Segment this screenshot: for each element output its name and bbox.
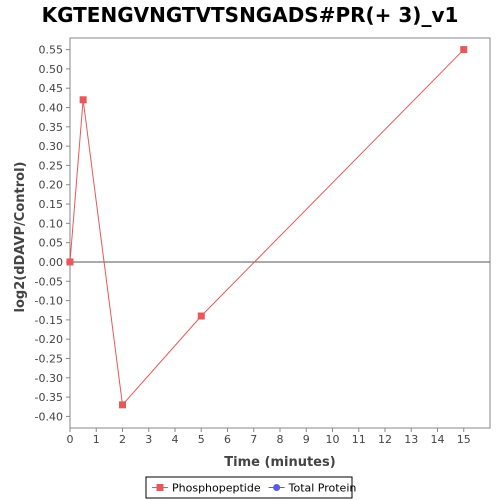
y-tick-label: -0.05 xyxy=(35,275,63,288)
y-tick-label: -0.35 xyxy=(35,391,63,404)
x-axis-label: Time (minutes) xyxy=(224,455,335,470)
chart-title: KGTENGVNGTVTSNGADS#PR(+ 3)_v1 xyxy=(42,3,459,27)
y-tick-label: -0.15 xyxy=(35,314,63,327)
x-tick-label: 8 xyxy=(277,433,284,446)
plot-area: 0 1 2 3 4 5 6 7 8 9 10 11 12 13 14 15-0.40-0.35-0.30-0.… xyxy=(35,37,491,446)
data-point xyxy=(119,401,126,409)
x-tick-label: 5 xyxy=(198,433,205,446)
legend-marker xyxy=(273,484,281,491)
x-tick-label: 14 xyxy=(431,433,445,446)
y-tick-label: -0.25 xyxy=(35,352,63,365)
data-point xyxy=(197,312,205,320)
y-tick-label: 0.20 xyxy=(39,179,64,192)
y-tick-label: 0.15 xyxy=(39,198,64,211)
y-tick-label: 0.05 xyxy=(39,237,64,250)
data-point xyxy=(79,96,87,104)
y-tick-label: -0.10 xyxy=(35,295,63,308)
x-tick-label: 10 xyxy=(326,433,340,446)
y-tick-label: 0.30 xyxy=(39,140,64,153)
x-tick-label: 2 xyxy=(119,433,126,446)
x-tick-label: 7 xyxy=(250,433,257,446)
plot-frame xyxy=(69,37,491,429)
y-tick-label: -0.30 xyxy=(35,372,63,385)
y-tick-label: -0.20 xyxy=(35,333,63,346)
x-tick-label: 12 xyxy=(378,433,392,446)
data-point xyxy=(460,46,468,54)
x-tick-label: 0 xyxy=(67,433,74,446)
x-tick-label: 4 xyxy=(172,433,179,446)
data-point xyxy=(66,258,74,266)
x-tick-label: 6 xyxy=(224,433,231,446)
y-tick-label: 0.40 xyxy=(39,102,64,115)
y-axis-label: log2(dDAVP/Control) xyxy=(13,162,28,313)
y-tick-label: 0.35 xyxy=(39,121,64,134)
y-tick-label: 0.10 xyxy=(39,217,64,230)
y-tick-label: 0.50 xyxy=(39,63,64,76)
x-tick-label: 9 xyxy=(303,433,310,446)
legend: Phosphopeptide Total Protein xyxy=(145,476,357,499)
legend-label: Total Protein xyxy=(288,482,357,495)
legend-box xyxy=(145,476,353,499)
x-tick-label: 15 xyxy=(457,433,471,446)
x-tick-label: 13 xyxy=(404,433,418,446)
y-tick-label: 0.55 xyxy=(39,44,64,57)
x-tick-label: 3 xyxy=(145,433,152,446)
x-tick-label: 1 xyxy=(93,433,100,446)
y-tick-label: 0.00 xyxy=(39,256,64,269)
legend-label: Phosphopeptide xyxy=(172,482,261,495)
y-tick-label: -0.40 xyxy=(35,410,63,423)
y-tick-label: 0.25 xyxy=(39,159,64,172)
y-tick-label: 0.45 xyxy=(39,82,64,95)
legend-marker xyxy=(156,484,164,491)
x-tick-label: 11 xyxy=(352,433,366,446)
